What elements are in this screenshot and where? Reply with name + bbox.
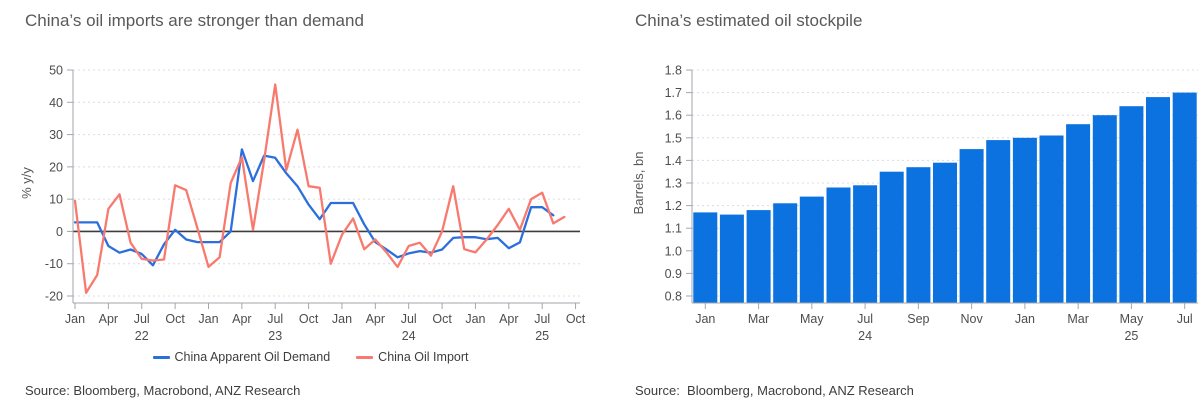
svg-text:Oct: Oct bbox=[432, 312, 452, 326]
svg-text:0: 0 bbox=[56, 225, 63, 239]
svg-text:-10: -10 bbox=[45, 257, 63, 271]
svg-text:0.8: 0.8 bbox=[665, 290, 682, 304]
svg-text:Apr: Apr bbox=[99, 312, 118, 326]
svg-text:Nov: Nov bbox=[961, 312, 984, 326]
svg-text:1.7: 1.7 bbox=[665, 86, 682, 100]
svg-text:1.1: 1.1 bbox=[665, 222, 682, 236]
demand-line-swatch bbox=[152, 355, 170, 359]
svg-text:24: 24 bbox=[858, 329, 872, 343]
svg-text:Jan: Jan bbox=[198, 312, 218, 326]
svg-text:Oct: Oct bbox=[165, 312, 185, 326]
oil-stockpile-panel: China’s estimated oil stockpile 1.8 1.7 1.… bbox=[620, 0, 1201, 410]
svg-text:25: 25 bbox=[535, 329, 549, 343]
svg-text:Apr: Apr bbox=[232, 312, 251, 326]
oil-stockpile-bar-chart: 1.8 1.7 1.6 1.5 1.4 1.3 1.2 1.1 1.0 0.9 0.8 Jan Mar M… bbox=[631, 64, 1198, 343]
svg-text:20: 20 bbox=[49, 160, 63, 174]
svg-text:1.4: 1.4 bbox=[665, 154, 682, 168]
svg-text:May: May bbox=[800, 312, 824, 326]
svg-text:50: 50 bbox=[49, 64, 63, 78]
legend-item-apparent-oil-demand: China Apparent Oil Demand bbox=[152, 350, 331, 364]
left-chart-legend: China Apparent Oil Demand China Oil Impo… bbox=[18, 350, 603, 364]
svg-text:Jan: Jan bbox=[65, 312, 85, 326]
svg-text:Jul: Jul bbox=[857, 312, 873, 326]
svg-text:22: 22 bbox=[135, 329, 149, 343]
legend-item-oil-import: China Oil Import bbox=[356, 350, 468, 364]
import-line-swatch bbox=[356, 355, 374, 359]
svg-text:40: 40 bbox=[49, 96, 63, 110]
svg-text:Apr: Apr bbox=[366, 312, 385, 326]
legend-label-apparent-oil-demand: China Apparent Oil Demand bbox=[174, 350, 331, 364]
svg-text:Oct: Oct bbox=[566, 312, 586, 326]
svg-text:Jul: Jul bbox=[401, 312, 417, 326]
svg-text:23: 23 bbox=[268, 329, 282, 343]
svg-text:0.9: 0.9 bbox=[665, 267, 682, 281]
svg-text:-20: -20 bbox=[45, 290, 63, 304]
oil-imports-vs-demand-panel: China’s oil imports are stronger than de… bbox=[18, 11, 603, 398]
svg-text:1.5: 1.5 bbox=[665, 131, 682, 145]
svg-text:1.6: 1.6 bbox=[665, 109, 682, 123]
svg-text:1.8: 1.8 bbox=[665, 64, 682, 78]
svg-text:Oct: Oct bbox=[299, 312, 319, 326]
svg-text:Jul: Jul bbox=[1177, 312, 1193, 326]
svg-text:Jul: Jul bbox=[134, 312, 150, 326]
svg-text:Jan: Jan bbox=[332, 312, 352, 326]
svg-text:Sep: Sep bbox=[907, 312, 929, 326]
right-chart-title: China’s estimated oil stockpile bbox=[635, 11, 863, 30]
left-chart-title: China’s oil imports are stronger than de… bbox=[25, 11, 364, 30]
svg-text:Jan: Jan bbox=[695, 312, 715, 326]
svg-text:Apr: Apr bbox=[499, 312, 518, 326]
left-chart-source: Source: Bloomberg, Macrobond, ANZ Resear… bbox=[25, 383, 301, 398]
svg-text:Mar: Mar bbox=[1067, 312, 1089, 326]
svg-text:30: 30 bbox=[49, 128, 63, 142]
svg-text:Jul: Jul bbox=[267, 312, 283, 326]
right-chart-source: Source: Bloomberg, Macrobond, ANZ Resear… bbox=[635, 383, 914, 398]
svg-text:1.2: 1.2 bbox=[665, 199, 682, 213]
svg-text:Jan: Jan bbox=[1015, 312, 1035, 326]
svg-text:1.3: 1.3 bbox=[665, 177, 682, 191]
svg-text:Jan: Jan bbox=[465, 312, 485, 326]
svg-text:1.0: 1.0 bbox=[665, 244, 682, 258]
svg-text:25: 25 bbox=[1124, 329, 1138, 343]
svg-text:Jul: Jul bbox=[534, 312, 550, 326]
svg-text:% y/y: % y/y bbox=[19, 167, 34, 199]
legend-label-oil-import: China Oil Import bbox=[378, 350, 469, 364]
svg-text:Mar: Mar bbox=[748, 312, 770, 326]
svg-text:10: 10 bbox=[49, 193, 63, 207]
svg-text:24: 24 bbox=[402, 329, 416, 343]
svg-text:May: May bbox=[1120, 312, 1144, 326]
svg-text:Barrels, bn: Barrels, bn bbox=[631, 152, 646, 215]
